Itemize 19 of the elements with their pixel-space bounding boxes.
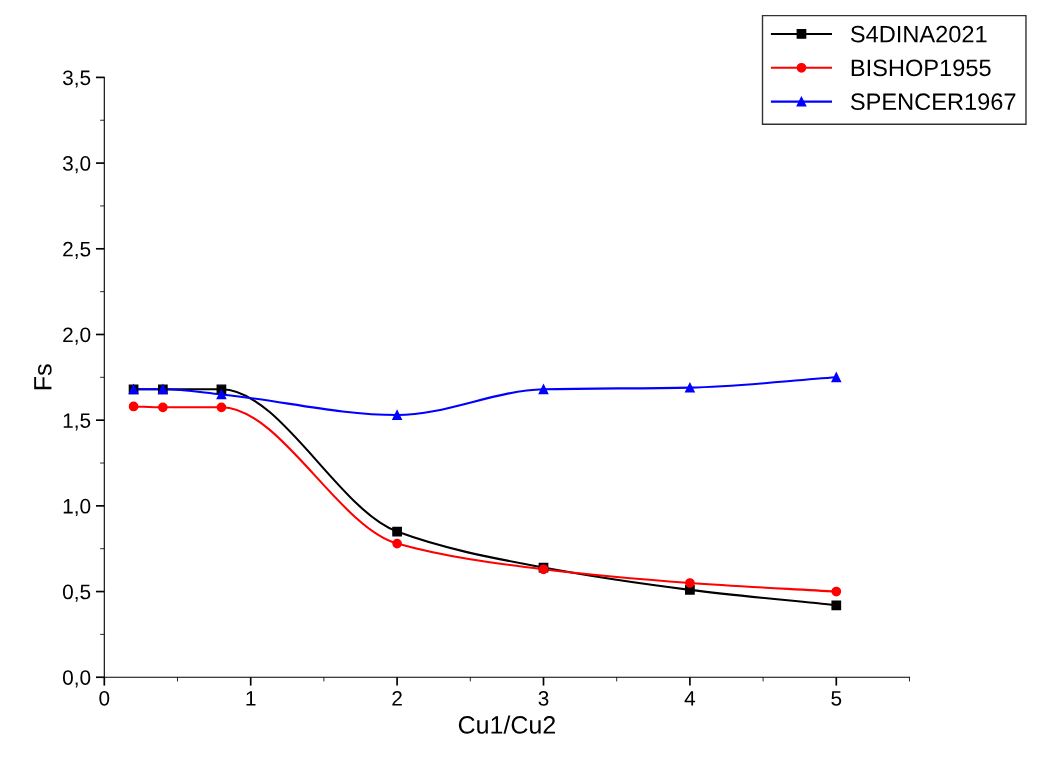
legend-label: SPENCER1967 [850, 93, 1016, 111]
x-tick-label: 3 [538, 690, 549, 706]
legend-label: BISHOP1955 [851, 59, 991, 77]
y-tick-label: 0,5 [62, 584, 91, 602]
y-tick-label: 2,0 [63, 327, 91, 345]
x-tick-label: 2 [392, 690, 402, 706]
y-tick-label: 2,5 [63, 241, 91, 259]
x-axis-title: Cu1/Cu2 [458, 715, 555, 734]
x-tick-label: 4 [684, 691, 696, 706]
x-tick-label: 5 [831, 691, 842, 706]
y-tick-label: 3,0 [62, 156, 91, 174]
y-tick-label: 0,0 [62, 670, 91, 688]
x-tick-label: 0 [99, 690, 110, 706]
legend-label: S4DINA2021 [850, 25, 987, 43]
y-axis-title: Fs [34, 364, 52, 390]
y-tick-label: 1,5 [63, 413, 91, 431]
x-tick-label: 1 [246, 691, 256, 706]
y-tick-label: 3,5 [62, 70, 91, 88]
y-tick-label: 1,0 [63, 498, 91, 517]
